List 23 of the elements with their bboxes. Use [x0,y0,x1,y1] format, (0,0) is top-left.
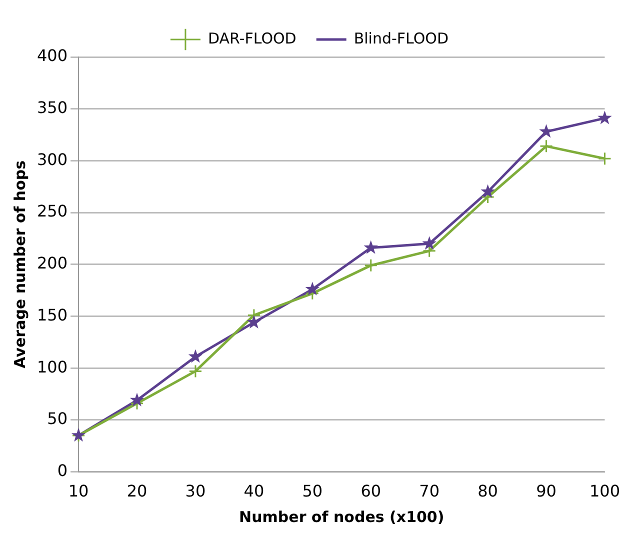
x-tick-label: 80 [478,482,498,501]
legend-label: DAR-FLOOD [208,29,296,48]
y-axis-title: Average number of hops [10,160,29,368]
x-tick-label: 40 [244,482,264,501]
x-tick-label: 100 [589,482,620,501]
x-tick-label: 20 [126,482,148,501]
y-tick-label: 350 [36,98,68,118]
y-tick-label: 250 [36,202,68,221]
y-tick-label: 50 [47,409,68,428]
y-tick-label: 200 [36,254,68,273]
x-tick-label: 50 [302,482,323,501]
x-tick-label: 30 [185,482,206,501]
y-tick-label: 150 [36,305,68,324]
legend-label: Blind-FLOOD [354,29,449,48]
x-tick-label: 90 [536,482,556,501]
x-tick-label: 70 [419,482,440,501]
x-tick-label: 60 [360,482,382,501]
y-tick-label: 400 [36,46,68,66]
y-tick-label: 300 [36,150,68,169]
y-tick-label: 100 [36,357,68,376]
x-tick-label: 10 [68,482,89,501]
y-tick-label: 0 [57,460,68,480]
x-axis-title: Number of nodes (x100) [239,508,444,526]
